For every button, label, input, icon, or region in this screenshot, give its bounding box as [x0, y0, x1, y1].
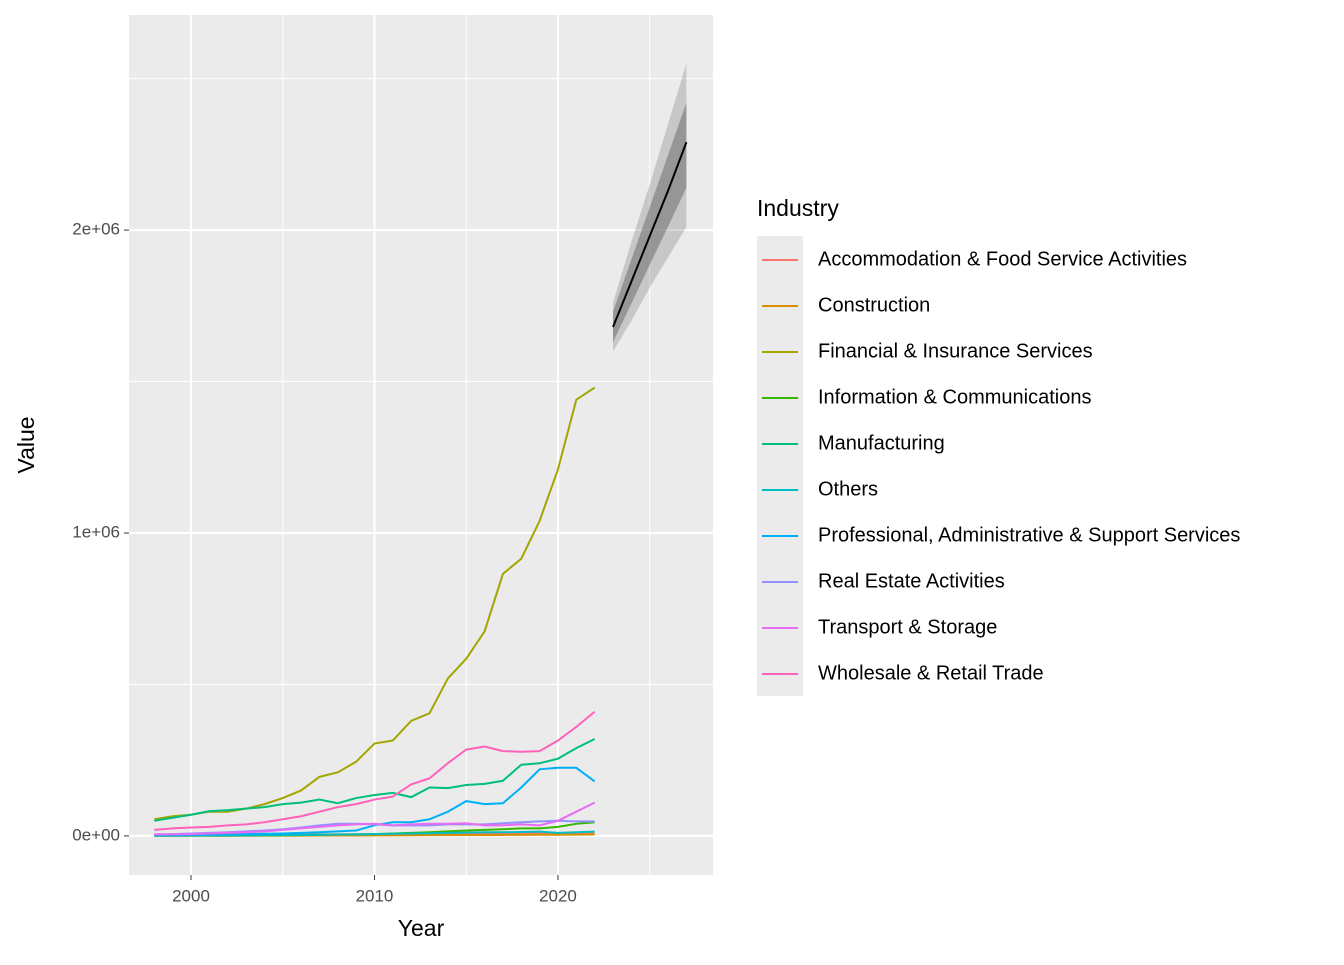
x-tick-label: 2020 — [539, 886, 577, 905]
series-line — [154, 710, 596, 831]
legend-label: Information & Communications — [818, 386, 1091, 408]
y-axis-title: Value — [13, 416, 39, 473]
legend-label: Construction — [818, 294, 930, 316]
series-line — [154, 801, 596, 836]
legend-label: Others — [818, 478, 878, 500]
panel — [129, 15, 713, 875]
legend-label: Wholesale & Retail Trade — [818, 662, 1044, 684]
y-tick-label: 0e+00 — [72, 825, 120, 844]
x-axis-title: Year — [398, 915, 445, 941]
legend-key-bg — [757, 236, 803, 696]
legend-label: Professional, Administrative & Support S… — [818, 524, 1240, 546]
legend-label: Manufacturing — [818, 432, 945, 454]
y-tick-label: 1e+06 — [72, 522, 120, 541]
series-line — [154, 386, 596, 821]
legend-label: Financial & Insurance Services — [818, 340, 1093, 362]
x-tick-label: 2000 — [172, 886, 210, 905]
y-tick-label: 2e+06 — [72, 220, 120, 239]
legend-label: Transport & Storage — [818, 616, 997, 638]
legend-title: Industry — [757, 195, 839, 221]
x-tick-label: 2010 — [356, 886, 394, 905]
legend-label: Accommodation & Food Service Activities — [818, 248, 1187, 270]
series-line — [154, 738, 596, 822]
legend-label: Real Estate Activities — [818, 570, 1005, 592]
forecast-line — [612, 141, 688, 328]
